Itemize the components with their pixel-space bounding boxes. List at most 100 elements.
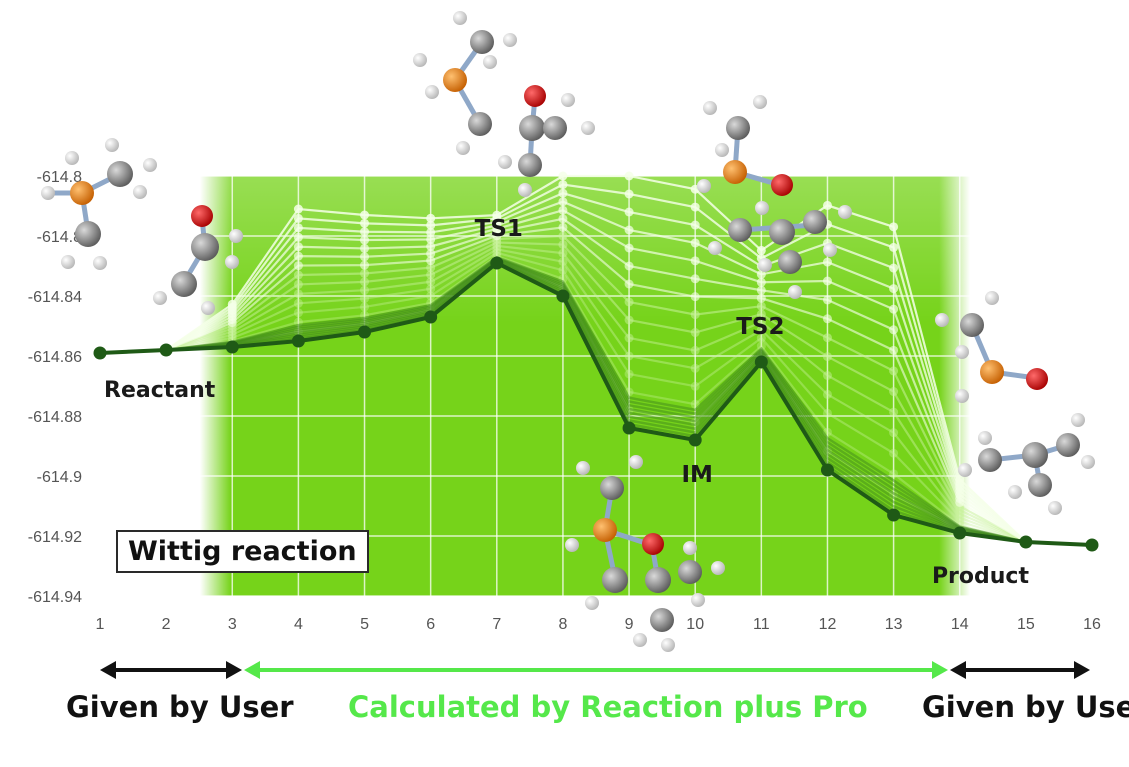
candidate-path [99, 254, 1093, 547]
converged-path [99, 259, 1093, 547]
candidate-point [889, 448, 899, 458]
data-point [622, 421, 636, 435]
annotation-label: TS2 [736, 314, 784, 340]
footer-center-label: Calculated by Reaction plus Pro [348, 690, 868, 724]
energy-curve [99, 260, 1093, 547]
candidate-point [822, 389, 832, 399]
candidate-point [426, 249, 436, 259]
candidate-point [756, 301, 766, 311]
candidate-point [690, 363, 700, 373]
x-tick-label: 2 [162, 616, 171, 633]
candidate-point [756, 341, 766, 351]
data-point [1019, 535, 1033, 549]
candidate-point [426, 284, 436, 294]
x-tick-label: 15 [1017, 616, 1035, 633]
chart-title-box: Wittig reaction [116, 530, 369, 573]
x-tick-label: 10 [686, 616, 704, 633]
candidate-point [360, 210, 370, 220]
candidate-point [293, 204, 303, 214]
candidate-point [426, 234, 436, 244]
candidate-point [690, 274, 700, 284]
candidate-point [624, 279, 634, 289]
candidate-point [955, 513, 965, 523]
candidate-point [426, 220, 436, 230]
y-tick-label: -614.92 [28, 529, 82, 546]
candidate-point [756, 317, 766, 327]
candidate-point [426, 291, 436, 301]
y-tick-label: -614.88 [28, 409, 82, 426]
candidate-point [426, 242, 436, 251]
candidate-point [756, 309, 766, 319]
candidate-point [822, 200, 832, 210]
candidate-point [889, 242, 899, 252]
molecule-reactant-ketone [153, 205, 243, 315]
candidate-point [822, 314, 832, 324]
candidate-point [558, 265, 568, 275]
candidate-point [756, 285, 766, 295]
candidate-point [690, 202, 700, 212]
y-tick-label: -614.86 [28, 349, 82, 366]
candidate-point [822, 352, 832, 362]
candidate-point [558, 180, 568, 190]
data-point [556, 289, 570, 303]
y-tick-label: -614.8 [37, 229, 82, 246]
candidate-point [426, 263, 436, 273]
annotation-label: IM [681, 462, 712, 488]
y-axis-ticks: -614.8 -614.8 -614.84 -614.86 -614.88 -614.9 -… [28, 169, 82, 606]
candidate-point [690, 292, 700, 302]
candidate-point [293, 298, 303, 308]
candidate-point [293, 279, 303, 289]
candidate-point [293, 213, 303, 223]
candidate-path [99, 248, 1093, 547]
candidate-point [360, 252, 370, 262]
candidate-point [624, 171, 634, 181]
candidate-point [293, 289, 303, 299]
candidate-point [624, 225, 634, 235]
point-annotations: TS1 TS2 IM Reactant Product [104, 216, 1029, 589]
candidate-point [889, 407, 899, 417]
data-point [291, 334, 305, 348]
data-point [953, 526, 967, 540]
candidate-point [690, 310, 700, 320]
candidate-path [99, 234, 1093, 547]
energy-line [99, 260, 1093, 547]
candidate-point [558, 197, 568, 207]
candidate-point [624, 261, 634, 271]
candidate-point [360, 227, 370, 237]
candidate-point [624, 243, 634, 253]
data-point [159, 343, 173, 357]
candidate-path [99, 226, 1093, 547]
data-point [688, 433, 702, 447]
molecule-ts1 [413, 11, 595, 197]
candidate-point [889, 222, 899, 232]
candidate-point [558, 222, 568, 232]
candidate-point [955, 474, 965, 484]
footer-right-label: Given by User [922, 690, 1129, 724]
candidate-point [889, 325, 899, 335]
candidate-point [426, 277, 436, 287]
candidate-point [889, 284, 899, 294]
data-point [754, 355, 768, 369]
data-point [490, 256, 504, 270]
candidate-point [624, 207, 634, 217]
data-point [93, 346, 107, 360]
candidate-point [558, 214, 568, 224]
candidate-path [99, 191, 1093, 547]
data-point [887, 508, 901, 522]
footer-left-label: Given by User [66, 690, 294, 724]
candidate-point [756, 269, 766, 279]
candidate-point [624, 297, 634, 307]
calculated-range-arrow [244, 661, 948, 679]
candidate-path [99, 174, 1093, 547]
x-tick-label: 9 [625, 616, 634, 633]
annotation-label: Product [932, 564, 1030, 589]
candidate-point [492, 248, 502, 258]
candidate-path [99, 244, 1093, 547]
candidate-path [99, 183, 1093, 547]
candidate-point [426, 213, 436, 223]
candidate-point [624, 351, 634, 361]
candidate-point [624, 315, 634, 325]
x-tick-label: 4 [294, 616, 303, 633]
candidate-point [889, 428, 899, 438]
